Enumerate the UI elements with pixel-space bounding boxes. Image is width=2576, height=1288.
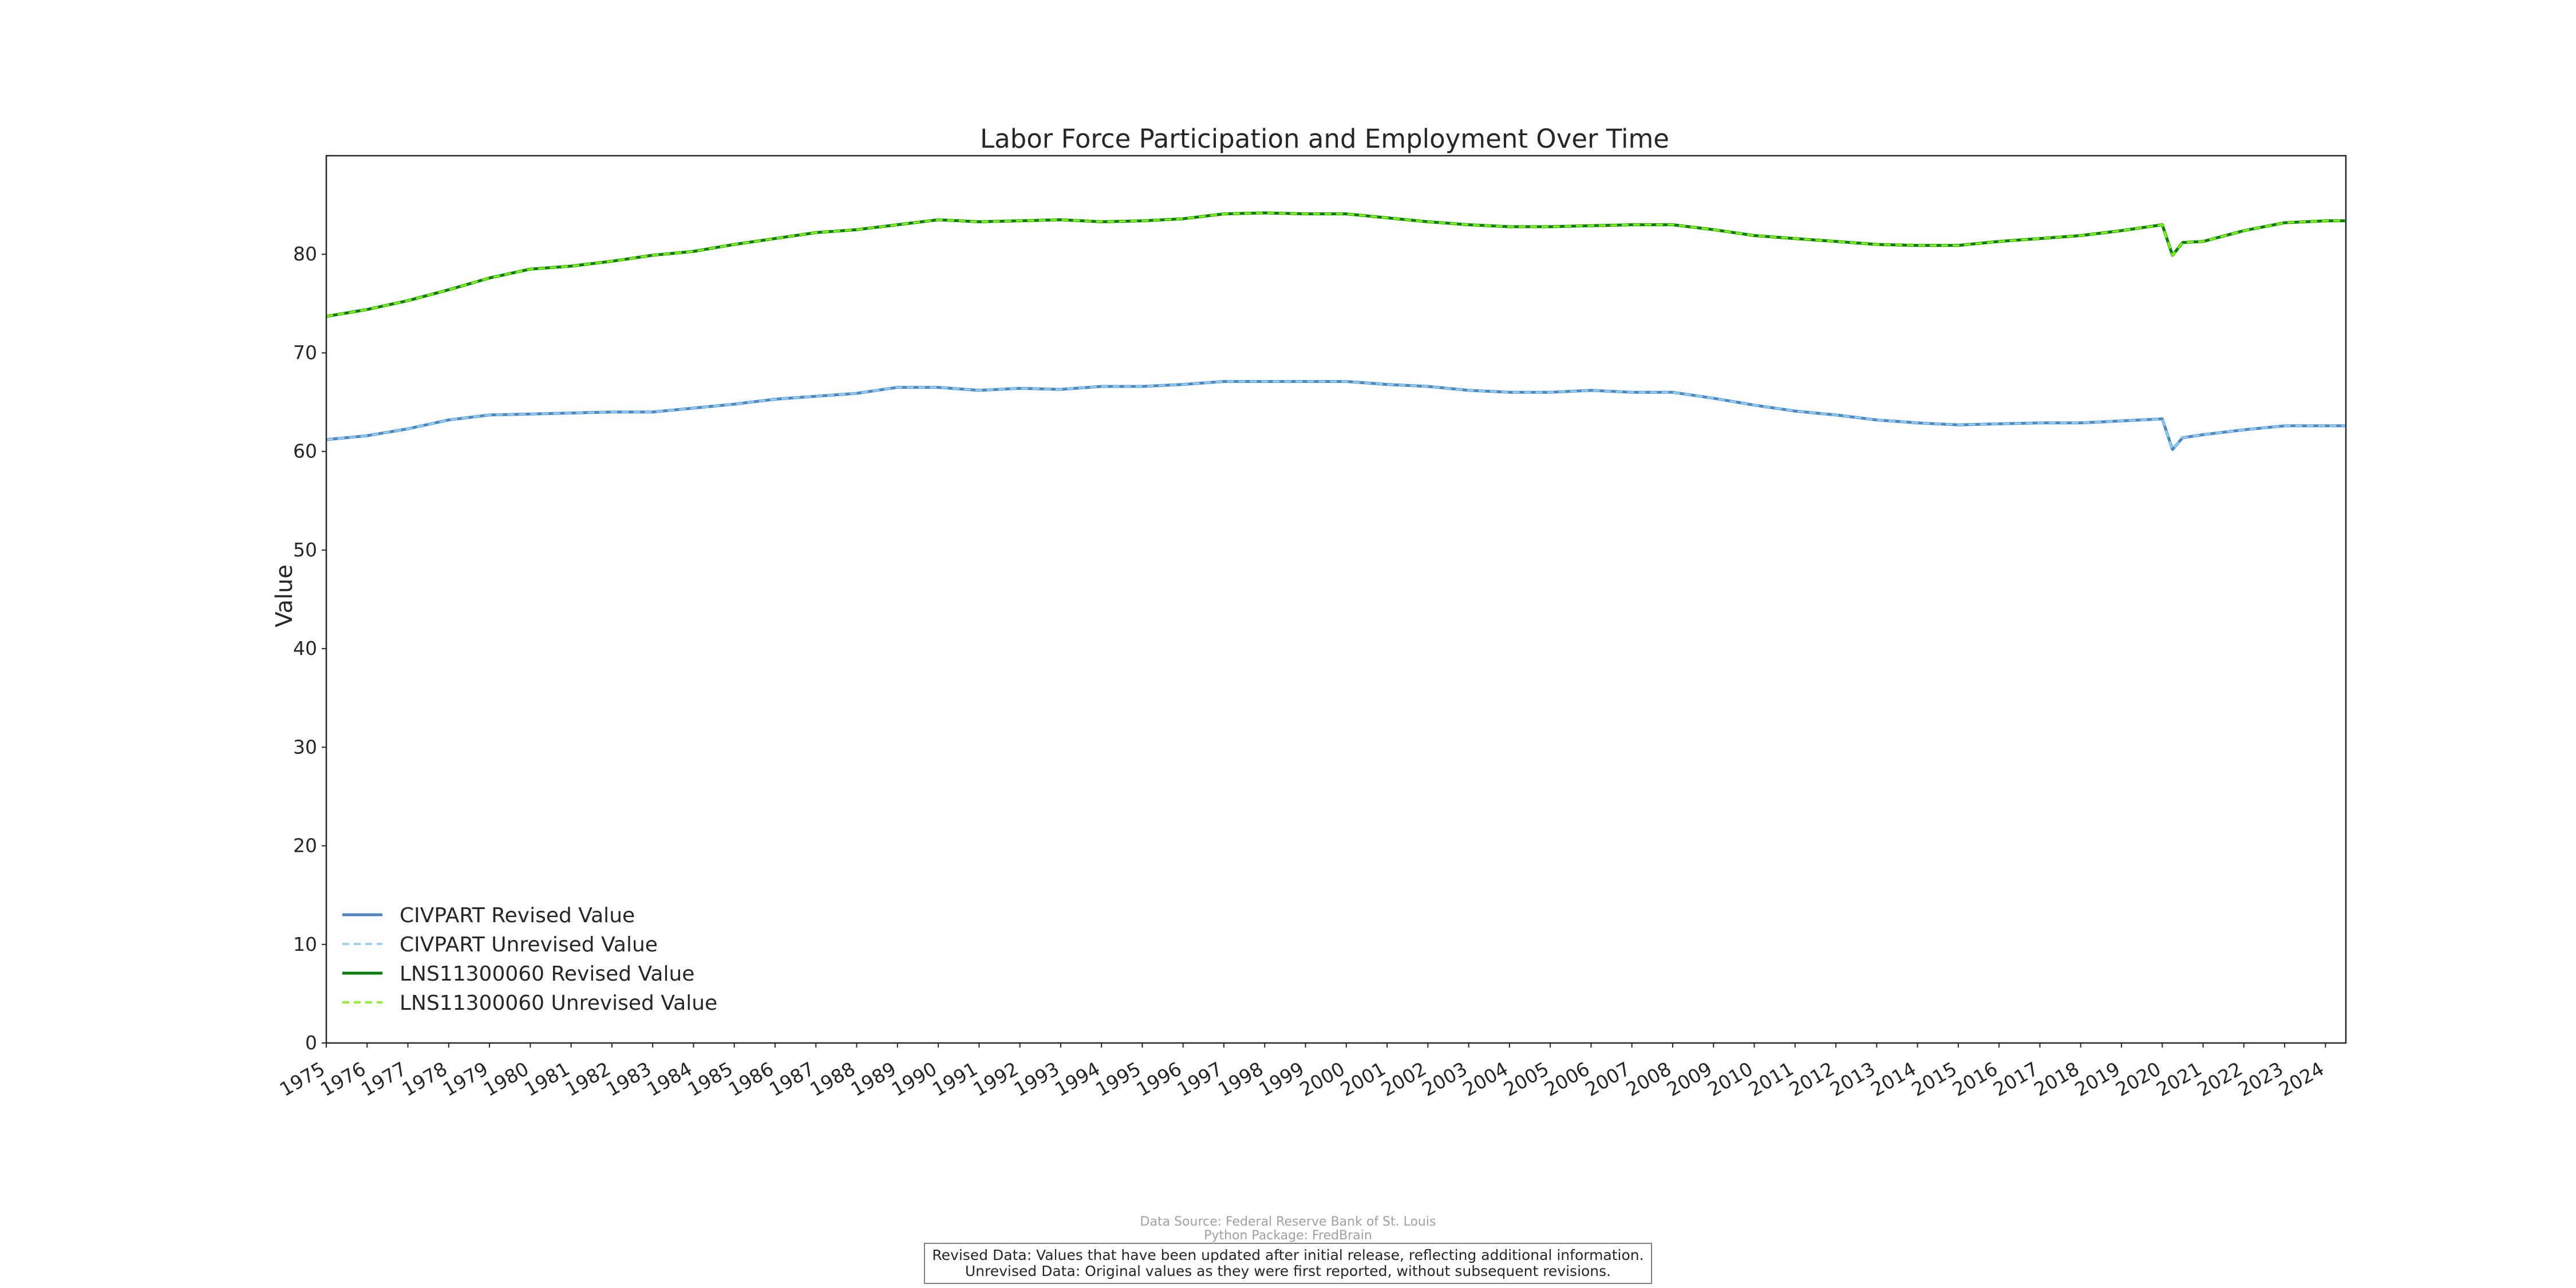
y-tick-label: 70 [293, 341, 317, 364]
unrevised-note: Unrevised Data: Original values as they … [965, 1263, 1611, 1279]
x-axis: 1975197619771978197919801981198219831984… [276, 1043, 2328, 1101]
series-layer [326, 211, 2346, 451]
legend: CIVPART Revised Value CIVPART Unrevised V… [342, 904, 717, 1015]
series-line-4 [326, 212, 2346, 318]
chart-title: Labor Force Participation and Employment… [980, 124, 1669, 154]
y-tick-label: 10 [293, 933, 317, 955]
legend-label: LNS11300060 Unrevised Value [400, 991, 717, 1015]
y-tick-label: 30 [293, 736, 317, 758]
legend-label: CIVPART Unrevised Value [400, 933, 658, 957]
series-line-3 [326, 211, 2346, 318]
y-tick-label: 20 [293, 835, 317, 857]
data-source-text: Data Source: Federal Reserve Bank of St.… [1140, 1215, 1436, 1229]
y-axis: 0 10 20 30 40 50 60 70 80 [293, 243, 326, 1054]
plot-frame [325, 155, 2347, 1044]
legend-label: CIVPART Revised Value [400, 904, 635, 927]
x-tick-label: 2024 [2275, 1057, 2328, 1101]
footer: Data Source: Federal Reserve Bank of St.… [0, 1215, 2576, 1284]
revised-note: Revised Data: Values that have been upda… [932, 1247, 1644, 1263]
y-tick-label: 50 [293, 539, 317, 561]
y-tick-label: 40 [293, 637, 317, 659]
y-tick-label: 80 [293, 243, 317, 265]
y-tick-label: 0 [305, 1032, 317, 1054]
series-line-2 [326, 380, 2346, 451]
revision-note-box: Revised Data: Values that have been upda… [924, 1243, 1652, 1284]
y-tick-label: 60 [293, 440, 317, 463]
y-axis-title: Value [271, 564, 298, 627]
series-line-1 [326, 380, 2346, 451]
legend-label: LNS11300060 Revised Value [400, 962, 694, 986]
python-package-text: Python Package: FredBrain [1204, 1228, 1372, 1243]
